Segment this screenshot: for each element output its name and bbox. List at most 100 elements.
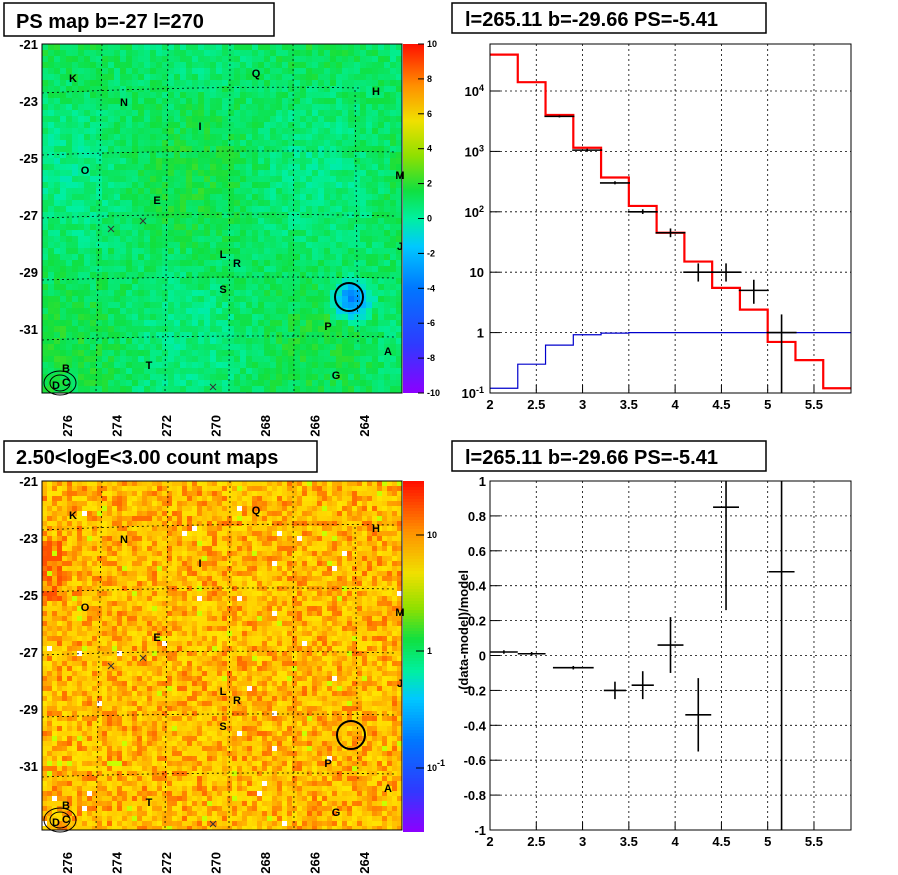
ps-map-cell xyxy=(318,140,324,146)
ps-map-cell xyxy=(144,296,150,302)
ps-map-cell xyxy=(216,278,222,284)
ps-map-cell xyxy=(372,236,378,242)
count-map-cell xyxy=(302,501,307,506)
ps-map-cell xyxy=(42,116,48,122)
count-map-cell xyxy=(122,491,127,496)
ps-map-cell xyxy=(144,230,150,236)
ps-map-cell xyxy=(252,260,258,266)
count-map-cell xyxy=(352,486,357,491)
count-map-cell xyxy=(92,551,97,556)
count-map-cell xyxy=(147,551,152,556)
count-map-cell xyxy=(392,511,397,516)
ps-map-cell xyxy=(228,50,234,56)
ps-map-cell xyxy=(102,308,108,314)
count-map-cell xyxy=(352,551,357,556)
ps-map-cell xyxy=(150,296,156,302)
ps-map-cell xyxy=(234,254,240,260)
ps-map-cell xyxy=(216,320,222,326)
ps-map-cell xyxy=(240,134,246,140)
ps-map-cell xyxy=(366,326,372,332)
ps-map-cell xyxy=(306,224,312,230)
ps-map-cell xyxy=(246,356,252,362)
ps-map-cell xyxy=(102,236,108,242)
ps-map-cell xyxy=(354,44,360,50)
count-map-cell xyxy=(87,501,92,506)
ps-map-cell xyxy=(312,56,318,62)
spectrum-panel: l=265.11 b=-29.66 PS=-5.41 2 2.5 3 3.5 4 4.5 5… xyxy=(451,2,852,412)
ps-map-cell xyxy=(120,380,126,386)
count-map-cell xyxy=(272,496,277,501)
ps-map-cell xyxy=(138,242,144,248)
count-map-cell xyxy=(142,486,147,491)
ps-map-cell xyxy=(324,44,330,50)
ps-map-cell xyxy=(84,266,90,272)
ps-map-cell xyxy=(336,104,342,110)
count-map-cell xyxy=(147,516,152,521)
ps-map-cell xyxy=(168,290,174,296)
ps-map-cell xyxy=(60,320,66,326)
ps-map-cell xyxy=(270,212,276,218)
ps-map-cell xyxy=(120,128,126,134)
ps-map-cell xyxy=(288,236,294,242)
count-map-cell xyxy=(222,561,227,566)
ps-map-cell xyxy=(360,194,366,200)
ps-map-cell xyxy=(198,308,204,314)
count-map-cell xyxy=(277,526,282,531)
ps-map-cell xyxy=(372,194,378,200)
ps-map-cell xyxy=(276,170,282,176)
ps-map-cell xyxy=(120,230,126,236)
ps-map-cell xyxy=(288,326,294,332)
count-map-cell xyxy=(142,551,147,556)
ps-map-cell xyxy=(102,242,108,248)
count-map-cell xyxy=(367,536,372,541)
count-map-cell xyxy=(172,546,177,551)
ps-map-cell xyxy=(270,320,276,326)
ps-map-cell xyxy=(72,170,78,176)
ps-map-cell xyxy=(186,308,192,314)
ps-map-cell xyxy=(192,368,198,374)
ps-map-cell xyxy=(312,200,318,206)
count-map-cell xyxy=(242,496,247,501)
count-map-cell xyxy=(182,511,187,516)
ps-map-cell xyxy=(306,296,312,302)
ps-map-cell xyxy=(96,326,102,332)
ps-map-cell xyxy=(216,338,222,344)
ps-map-cell xyxy=(342,164,348,170)
count-map-cell xyxy=(182,496,187,501)
count-map-cell xyxy=(212,486,217,491)
ps-map-cell xyxy=(228,152,234,158)
ps-map-cell xyxy=(192,278,198,284)
count-map-cell xyxy=(307,556,312,561)
ps-map-cell xyxy=(132,242,138,248)
count-map-cell xyxy=(332,491,337,496)
ps-map-cell xyxy=(372,278,378,284)
ps-map-cell xyxy=(360,242,366,248)
spectrum-model-total-line xyxy=(490,53,851,390)
ps-map-cell xyxy=(330,50,336,56)
ps-map-cell xyxy=(288,212,294,218)
ps-map-cell xyxy=(198,170,204,176)
ps-map-cell xyxy=(240,56,246,62)
ps-map-cell xyxy=(96,230,102,236)
ps-map-cell xyxy=(336,62,342,68)
count-map-cell xyxy=(237,546,242,551)
count-map-cell xyxy=(107,501,112,506)
count-map-cell xyxy=(297,501,302,506)
count-map-cell xyxy=(317,541,322,546)
count-map-cell xyxy=(317,511,322,516)
ps-map-cell xyxy=(78,176,84,182)
ps-map-cell xyxy=(120,206,126,212)
count-map-cell xyxy=(202,551,207,556)
count-map-cell xyxy=(142,511,147,516)
count-map-cell xyxy=(87,531,92,536)
ps-map-cell xyxy=(318,212,324,218)
ps-map-cell xyxy=(390,110,396,116)
ps-map-cell xyxy=(342,92,348,98)
count-map-cell xyxy=(87,541,92,546)
ps-map-cell xyxy=(180,248,186,254)
ps-map-cell xyxy=(354,380,360,386)
count-map-cell xyxy=(377,566,382,571)
ps-map-cell xyxy=(144,158,150,164)
count-map-cell xyxy=(197,501,202,506)
ps-map-cell xyxy=(330,158,336,164)
